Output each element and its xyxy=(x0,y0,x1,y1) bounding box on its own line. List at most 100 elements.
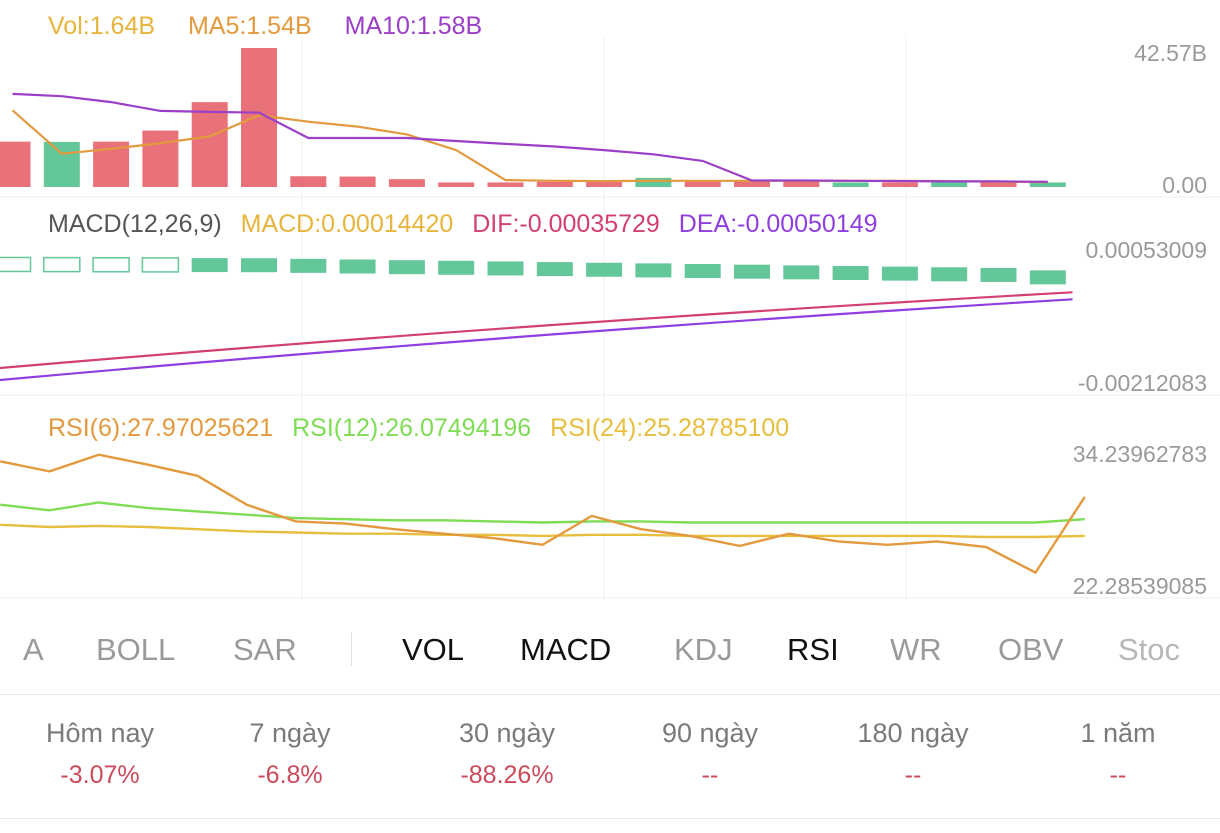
tab-wr[interactable]: WR xyxy=(890,632,942,667)
tab-macd[interactable]: MACD xyxy=(520,632,612,667)
volume-bar xyxy=(684,180,721,187)
tab-kdj[interactable]: KDJ xyxy=(674,632,733,667)
period-180d: 180 ngày -- xyxy=(813,718,1013,790)
volume-bar xyxy=(536,181,573,187)
volume-bar xyxy=(783,180,820,187)
volume-bar xyxy=(1029,182,1066,187)
period-value: -88.26% xyxy=(460,761,554,789)
macd-bar xyxy=(635,263,672,278)
ma10-legend: MA10:1.58B xyxy=(344,12,483,40)
tab-divider xyxy=(351,632,352,666)
tab-vol[interactable]: VOL xyxy=(402,632,465,667)
volume-bar xyxy=(438,182,475,187)
period-label: 30 ngày xyxy=(458,718,556,748)
macd-bar xyxy=(438,260,475,275)
tab-stoch[interactable]: Stoc xyxy=(1118,632,1181,667)
macd-axis-min: -0.00212083 xyxy=(1077,370,1207,396)
rsi-axis-max: 34.23962783 xyxy=(1072,441,1207,467)
volume-bar xyxy=(931,182,968,187)
dif-legend: DIF:-0.00035729 xyxy=(472,210,660,238)
period-value: -6.8% xyxy=(257,761,323,789)
macd-panel xyxy=(0,256,1073,382)
period-label: Hôm nay xyxy=(45,718,155,748)
tab-obv[interactable]: OBV xyxy=(998,632,1064,667)
period-today: Hôm nay -3.07% xyxy=(0,718,200,790)
rsi6-legend: RSI(6):27.97025621 xyxy=(48,414,274,442)
dif-line xyxy=(0,291,1073,370)
macd-value-legend: MACD:0.00014420 xyxy=(240,210,454,238)
tab-rsi[interactable]: RSI xyxy=(787,632,839,667)
vol-axis-min: 0.00 xyxy=(1162,172,1207,198)
volume-bar xyxy=(290,176,327,187)
indicator-chart xyxy=(0,35,1220,600)
macd-bar xyxy=(487,261,524,276)
macd-bar xyxy=(388,260,425,275)
indicator-tabs: A BOLL SAR VOL MACD KDJ RSI WR OBV Stoc xyxy=(0,622,1220,682)
divider-top xyxy=(0,694,1220,695)
volume-panel xyxy=(0,48,1066,187)
period-value: -- xyxy=(904,761,922,789)
macd-bar xyxy=(931,267,968,282)
macd-bar xyxy=(684,264,721,279)
volume-bar xyxy=(734,180,770,187)
volume-bar xyxy=(586,180,623,187)
volume-bar xyxy=(339,176,376,187)
macd-bar xyxy=(586,262,623,277)
volume-bar xyxy=(43,141,80,187)
macd-bar xyxy=(141,257,180,273)
dea-legend: DEA:-0.00050149 xyxy=(678,210,878,238)
rsi-panel xyxy=(0,453,1086,575)
macd-bar xyxy=(980,267,1017,282)
macd-legend: MACD(12,26,9) MACD:0.00014420 DIF:-0.000… xyxy=(48,210,878,239)
period-value: -- xyxy=(701,761,719,789)
period-7d: 7 ngày -6.8% xyxy=(190,718,390,790)
period-label: 1 năm xyxy=(1080,718,1156,748)
chart-grid xyxy=(0,35,1220,600)
macd-bar xyxy=(339,259,376,274)
rsi-legend: RSI(6):27.97025621 RSI(12):26.07494196 R… xyxy=(48,414,789,443)
macd-bar xyxy=(290,258,327,273)
period-value: -- xyxy=(1109,761,1127,789)
macd-bar xyxy=(536,262,573,277)
period-label: 180 ngày xyxy=(857,718,969,748)
rsi24-legend: RSI(24):25.28785100 xyxy=(550,414,790,442)
volume-bar xyxy=(191,102,228,187)
vol-axis-max: 42.57B xyxy=(1134,40,1207,66)
macd-title: MACD(12,26,9) xyxy=(48,210,222,238)
tab-sar[interactable]: SAR xyxy=(233,632,297,667)
rsi12-legend: RSI(12):26.07494196 xyxy=(292,414,532,442)
volume-bar xyxy=(635,177,672,187)
macd-bar xyxy=(734,264,770,279)
dea-line xyxy=(0,298,1073,382)
volume-bar xyxy=(0,141,31,187)
volume-bar xyxy=(980,182,1017,187)
period-30d: 30 ngày -88.26% xyxy=(407,718,607,790)
period-value: -3.07% xyxy=(60,761,140,789)
rsi-axis-min: 22.28539085 xyxy=(1072,573,1207,599)
volume-bar xyxy=(487,182,524,187)
rsi24-line xyxy=(0,523,1085,539)
macd-bar xyxy=(241,258,277,273)
macd-bar xyxy=(783,265,820,280)
rsi6-line xyxy=(0,453,1086,575)
macd-bar xyxy=(881,266,918,281)
divider-bottom xyxy=(0,818,1220,819)
macd-axis-max: 0.00053009 xyxy=(1085,237,1207,263)
vol-legend: Vol:1.64B xyxy=(48,12,156,40)
ma10-line xyxy=(12,92,1048,183)
macd-bar xyxy=(43,256,81,273)
period-label: 90 ngày xyxy=(661,718,759,748)
macd-bar xyxy=(1029,270,1066,285)
period-1y: 1 năm -- xyxy=(1018,718,1218,790)
volume-bar xyxy=(832,182,869,187)
volume-bar xyxy=(388,179,425,187)
tab-a[interactable]: A xyxy=(23,632,44,667)
volume-bar xyxy=(142,130,179,187)
macd-bar xyxy=(92,257,130,273)
macd-bar xyxy=(191,258,228,273)
volume-bar xyxy=(881,182,918,187)
macd-bar xyxy=(0,256,32,273)
tab-boll[interactable]: BOLL xyxy=(96,632,176,667)
volume-legend: Vol:1.64B MA5:1.54B MA10:1.58B xyxy=(48,12,482,41)
period-90d: 90 ngày -- xyxy=(610,718,810,790)
